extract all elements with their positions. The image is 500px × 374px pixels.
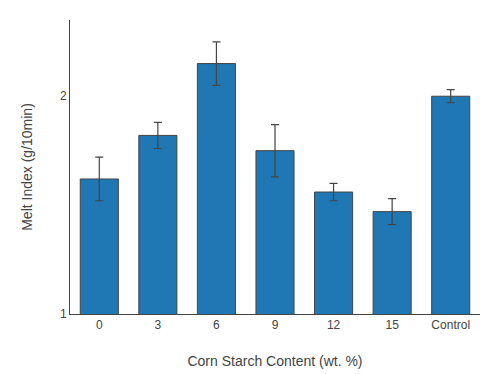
svg-text:9: 9 xyxy=(272,318,279,332)
svg-text:Corn Starch Content (wt. %): Corn Starch Content (wt. %) xyxy=(187,353,362,369)
svg-text:0: 0 xyxy=(96,318,103,332)
svg-text:Melt Index (g/10min): Melt Index (g/10min) xyxy=(19,103,35,231)
svg-text:6: 6 xyxy=(213,318,220,332)
svg-text:3: 3 xyxy=(155,318,162,332)
svg-text:1: 1 xyxy=(60,307,67,321)
svg-text:15: 15 xyxy=(385,318,399,332)
svg-text:12: 12 xyxy=(327,318,341,332)
svg-text:Control: Control xyxy=(431,318,470,332)
svg-text:2: 2 xyxy=(60,89,67,103)
